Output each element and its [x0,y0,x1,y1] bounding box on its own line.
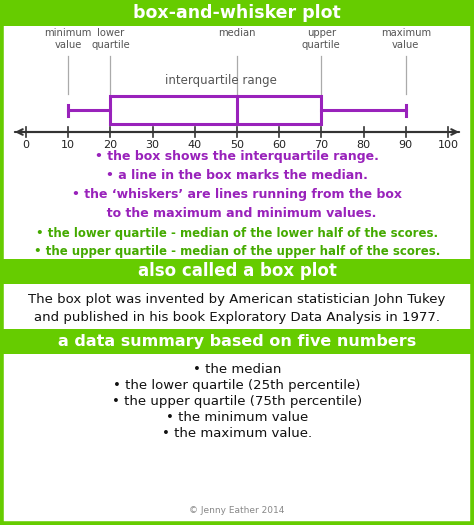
Text: median: median [218,28,256,38]
Text: 60: 60 [272,140,286,150]
Text: • the lower quartile (25th percentile): • the lower quartile (25th percentile) [113,379,361,392]
Text: upper
quartile: upper quartile [302,28,341,50]
Bar [1,0,473,26]
Text: • the minimum value: • the minimum value [166,411,308,424]
Text: lower
quartile: lower quartile [91,28,130,50]
Text: box-and-whisker plot: box-and-whisker plot [133,4,341,22]
Text: • the lower quartile - median of the lower half of the scores.: • the lower quartile - median of the low… [36,227,438,240]
Text: • the ‘whiskers’ are lines running from the box: • the ‘whiskers’ are lines running from … [72,188,402,201]
Text: • the upper quartile - median of the upper half of the scores.: • the upper quartile - median of the upp… [34,245,440,258]
Text: 100: 100 [438,140,458,150]
Text: 30: 30 [146,140,160,150]
Text: • a line in the box marks the median.: • a line in the box marks the median. [106,169,368,182]
Text: 50: 50 [230,140,244,150]
Text: 90: 90 [399,140,413,150]
Text: The box plot was invented by American statistician John Tukey: The box plot was invented by American st… [28,293,446,306]
Text: 40: 40 [188,140,202,150]
Text: • the upper quartile (75th percentile): • the upper quartile (75th percentile) [112,395,362,408]
Text: • the maximum value.: • the maximum value. [162,427,312,440]
Text: 0: 0 [23,140,29,150]
Text: also called a box plot: also called a box plot [137,262,337,280]
Bar [1,329,473,354]
Text: • the median: • the median [193,363,281,376]
Bar [1,259,473,284]
Text: © Jenny Eather 2014: © Jenny Eather 2014 [189,506,285,515]
Text: maximum
value: maximum value [381,28,431,50]
Text: 10: 10 [61,140,75,150]
Text: interquartile range: interquartile range [165,74,277,87]
Text: a data summary based on five numbers: a data summary based on five numbers [58,334,416,349]
Text: 20: 20 [103,140,118,150]
Text: • the box shows the interquartile range.: • the box shows the interquartile range. [95,150,379,163]
Text: and published in his book Exploratory Data Analysis in 1977.: and published in his book Exploratory Da… [34,311,440,324]
Bar [110,96,321,124]
Text: 70: 70 [314,140,328,150]
Text: to the maximum and minimum values.: to the maximum and minimum values. [98,207,376,220]
Text: 80: 80 [356,140,371,150]
Text: minimum
value: minimum value [45,28,92,50]
